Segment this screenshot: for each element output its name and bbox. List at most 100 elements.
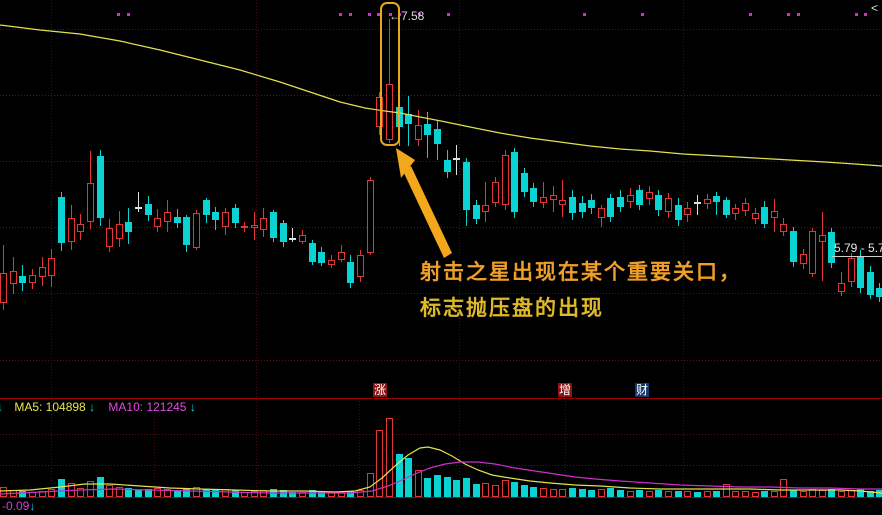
candle-wick (485, 182, 486, 222)
candle-body (646, 192, 653, 199)
volume-bar (742, 491, 749, 497)
volume-bar (617, 490, 624, 497)
candle-body (569, 197, 576, 213)
candle-body (232, 208, 239, 223)
volume-bar (511, 482, 518, 497)
volume-bar (482, 483, 489, 497)
candle-body (434, 129, 441, 144)
volume-bar (550, 489, 557, 497)
candle-body (164, 212, 171, 222)
candle-body (270, 212, 277, 238)
price-ma-line (0, 24, 882, 167)
volume-bar (588, 490, 595, 497)
vol-ma5-label: MA5: 104898 (14, 400, 86, 414)
candle-body (203, 200, 210, 215)
candle-body (511, 152, 518, 212)
candle-body (559, 200, 566, 205)
candle-body (39, 267, 46, 277)
candle-body (58, 197, 65, 243)
volume-bar (444, 477, 451, 497)
candle-body (704, 199, 711, 204)
gridline-vertical (683, 0, 684, 497)
candle-body (289, 238, 296, 240)
marker-dot (349, 13, 352, 16)
volume-bar (684, 491, 691, 497)
candle-wick (138, 192, 139, 212)
gridline-vertical (256, 0, 257, 497)
candle-body (867, 272, 874, 295)
candle-body (154, 218, 161, 227)
candle-body (655, 195, 662, 210)
marker-dot (117, 13, 120, 16)
marker-dot (389, 13, 392, 16)
volume-bar (646, 491, 653, 497)
candle-body (780, 224, 787, 232)
volume-bar (540, 488, 547, 497)
volume-bar (838, 491, 845, 497)
ticker-char: 财 (635, 383, 649, 397)
candle-body (617, 197, 624, 207)
candle-body (713, 196, 720, 202)
volume-bar (116, 487, 123, 497)
candle-wick (543, 182, 544, 208)
candle-body (876, 288, 882, 297)
marker-dot (749, 13, 752, 16)
candle-body (492, 182, 499, 203)
volume-bar (675, 491, 682, 497)
collapse-arrow-icon[interactable]: < (871, 1, 879, 15)
volume-bar (154, 488, 161, 497)
candle-body (367, 180, 374, 253)
volume-bar (876, 490, 882, 497)
gridline-horizontal (0, 360, 882, 361)
volume-bar (193, 487, 200, 497)
change-value: -0.09 (2, 499, 30, 513)
volume-ma5-line (0, 446, 882, 494)
volume-bar (559, 489, 566, 497)
candle-body (444, 160, 451, 172)
marker-dot (339, 13, 342, 16)
volume-bar (665, 491, 672, 497)
gridline-horizontal (0, 95, 882, 96)
volume-bar (627, 491, 634, 497)
candle-body (106, 228, 113, 247)
volume-bar (87, 481, 94, 497)
candle-body (251, 225, 258, 228)
candle-body (309, 243, 316, 262)
candle-body (732, 208, 739, 214)
volume-bar (530, 487, 537, 497)
candle-wick (716, 192, 717, 215)
gridline-vertical (565, 398, 566, 497)
volume-bar (424, 478, 431, 497)
candle-body (588, 200, 595, 208)
candle-body (502, 155, 509, 205)
volume-bar (77, 488, 84, 497)
candle-body (0, 273, 7, 303)
volume-bar (232, 490, 239, 497)
candle-body (675, 205, 682, 220)
volume-bar (183, 488, 190, 497)
candle-body (97, 156, 104, 218)
candle-body (550, 195, 557, 200)
volume-bar (655, 490, 662, 497)
volume-bar (318, 491, 325, 497)
volume-bar (203, 489, 210, 497)
candle-body (125, 222, 132, 232)
price-range-label: 5.79 - 5.7 (834, 241, 882, 255)
candle-body (665, 198, 672, 212)
volume-bar (473, 484, 480, 497)
candle-body (598, 208, 605, 218)
candle-body (280, 223, 287, 242)
volume-bar (212, 490, 219, 497)
gridline-horizontal (0, 29, 882, 30)
candle-body (521, 173, 528, 192)
marker-dot (855, 13, 858, 16)
marker-dot (418, 13, 421, 16)
volume-bar (463, 478, 470, 497)
volume-bar (732, 491, 739, 497)
peak-price-label: ←7.58 (389, 9, 425, 23)
candle-body (241, 226, 248, 228)
candle-body (222, 212, 229, 227)
candle-body (453, 158, 460, 160)
candle-body (48, 258, 55, 276)
